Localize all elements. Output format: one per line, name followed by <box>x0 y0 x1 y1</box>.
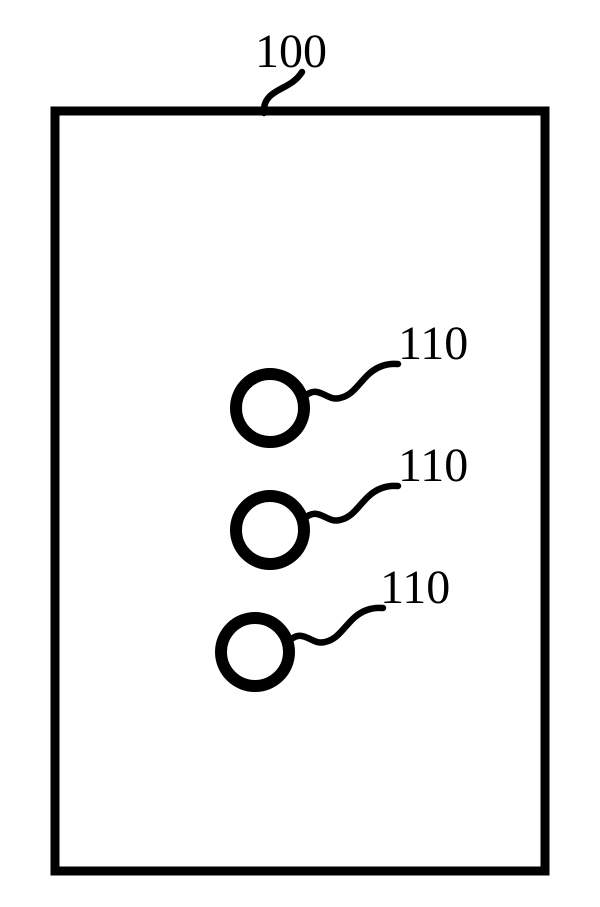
feature-circle <box>221 618 289 686</box>
leader-110 <box>303 364 398 399</box>
feature-circle <box>236 374 304 442</box>
feature-circle <box>236 496 304 564</box>
outer-box <box>55 111 545 871</box>
leader-110 <box>288 608 383 643</box>
label-110: 110 <box>398 316 468 371</box>
diagram-svg <box>0 0 600 907</box>
label-100: 100 <box>255 24 327 79</box>
label-110: 110 <box>380 560 450 615</box>
leader-110 <box>303 486 398 521</box>
diagram-canvas: 100 110 110 110 <box>0 0 600 907</box>
label-110: 110 <box>398 438 468 493</box>
